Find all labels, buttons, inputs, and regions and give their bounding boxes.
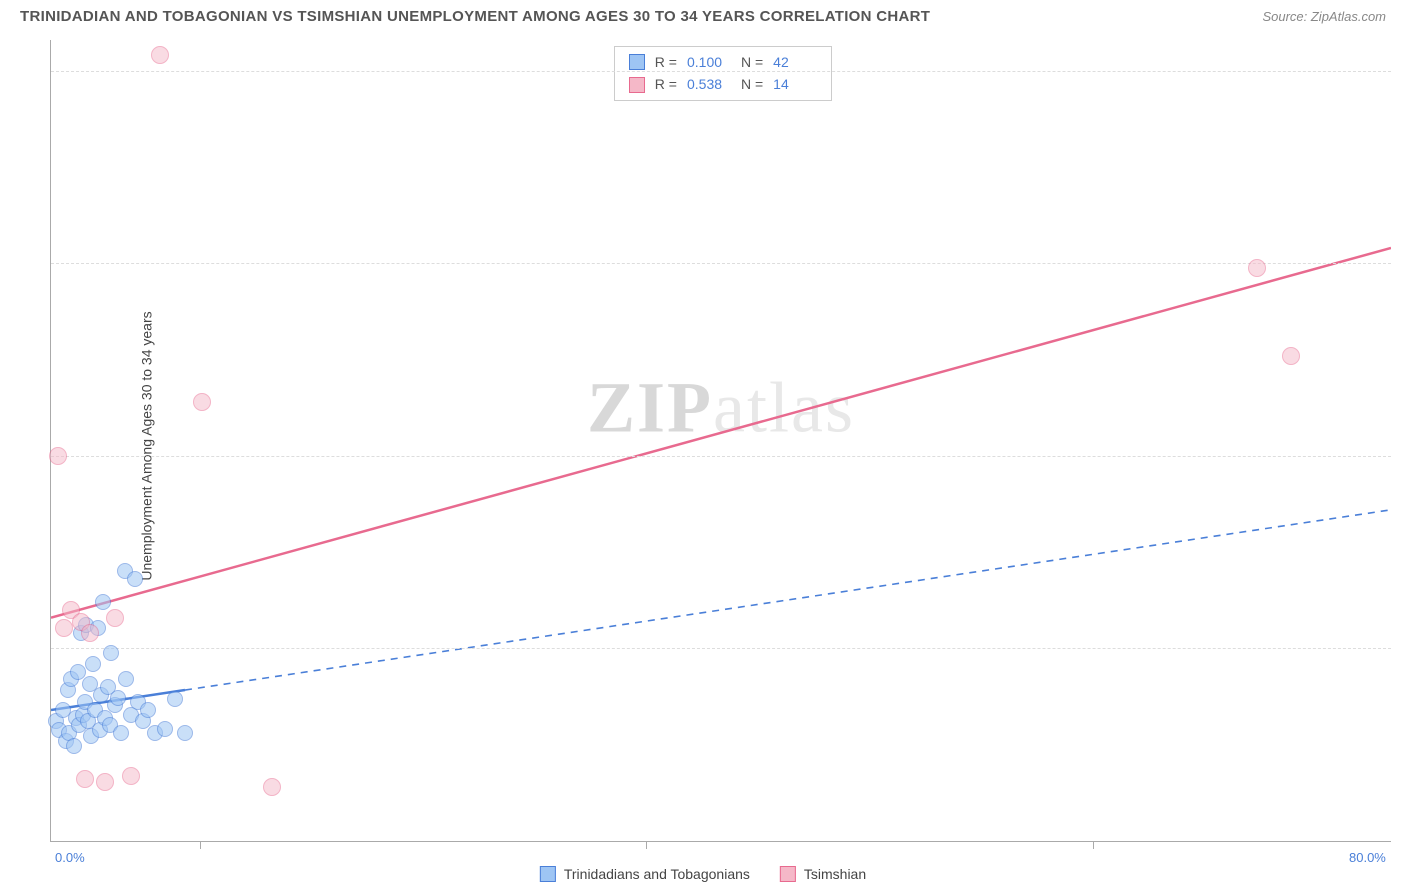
- stats-r-value: 0.538: [687, 73, 731, 95]
- watermark: ZIPatlas: [587, 367, 855, 450]
- scatter-chart: ZIPatlas R =0.100N =42R =0.538N =14 12.5…: [50, 40, 1391, 842]
- data-point: [1248, 259, 1266, 277]
- x-tick: [200, 841, 201, 849]
- legend-label: Trinidadians and Tobagonians: [564, 866, 750, 882]
- data-point: [263, 778, 281, 796]
- data-point: [113, 725, 129, 741]
- legend-item: Trinidadians and Tobagonians: [540, 866, 750, 882]
- stats-row: R = 0.538 N = 14: [629, 73, 817, 95]
- stats-n-value: 14: [773, 73, 817, 95]
- stats-n-label: N =: [741, 73, 763, 95]
- data-point: [157, 721, 173, 737]
- stats-r-label: R =: [655, 73, 677, 95]
- data-point: [96, 773, 114, 791]
- source-attribution: Source: ZipAtlas.com: [1262, 9, 1386, 24]
- stats-legend-box: R =0.100N =42R =0.538N =14: [614, 46, 832, 101]
- legend-item: Tsimshian: [780, 866, 866, 882]
- regression-lines: [51, 40, 1391, 841]
- data-point: [55, 619, 73, 637]
- x-tick: [1093, 841, 1094, 849]
- gridline: [51, 71, 1391, 72]
- data-point: [110, 690, 126, 706]
- data-point: [193, 393, 211, 411]
- data-point: [49, 447, 67, 465]
- data-point: [140, 702, 156, 718]
- data-point: [85, 656, 101, 672]
- x-tick: [646, 841, 647, 849]
- data-point: [177, 725, 193, 741]
- data-point: [151, 46, 169, 64]
- legend-swatch: [540, 866, 556, 882]
- data-point: [122, 767, 140, 785]
- x-tick-label: 80.0%: [1349, 850, 1386, 865]
- data-point: [127, 571, 143, 587]
- data-point: [95, 594, 111, 610]
- legend-swatch: [629, 54, 645, 70]
- legend-label: Tsimshian: [804, 866, 866, 882]
- data-point: [66, 738, 82, 754]
- data-point: [103, 645, 119, 661]
- data-point: [81, 624, 99, 642]
- data-point: [106, 609, 124, 627]
- bottom-legend: Trinidadians and Tobagonians Tsimshian: [540, 866, 866, 882]
- data-point: [76, 770, 94, 788]
- data-point: [1282, 347, 1300, 365]
- gridline: [51, 648, 1391, 649]
- data-point: [167, 691, 183, 707]
- gridline: [51, 456, 1391, 457]
- legend-swatch: [780, 866, 796, 882]
- legend-swatch: [629, 77, 645, 93]
- chart-title: TRINIDADIAN AND TOBAGONIAN VS TSIMSHIAN …: [20, 8, 930, 25]
- x-tick-label: 0.0%: [55, 850, 85, 865]
- data-point: [118, 671, 134, 687]
- gridline: [51, 263, 1391, 264]
